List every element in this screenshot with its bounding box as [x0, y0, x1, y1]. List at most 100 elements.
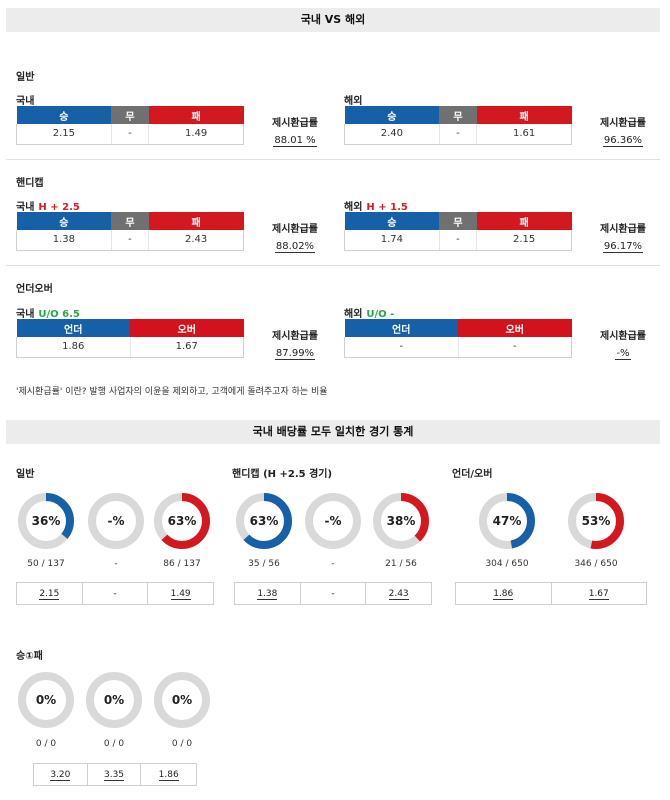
win-odds: 1.38 — [257, 588, 278, 600]
return-rate-label: 제시환급률 — [272, 224, 318, 235]
general-overseas-odds-table: 승 무 패 2.40 - 1.61 — [344, 106, 572, 145]
draw-odds: - — [113, 588, 117, 599]
stats-win1-odds-table: 3.20 3.35 1.86 — [33, 763, 197, 786]
donut-arc — [479, 493, 535, 549]
return-rate-value: -% — [615, 348, 631, 360]
donut-arc — [568, 493, 624, 549]
donut-track — [86, 672, 142, 728]
page-title: 국내 VS 해외 — [6, 8, 660, 32]
return-rate-label: 제시환급률 — [272, 118, 318, 129]
stats-overunder-over-donut: 53% — [566, 491, 626, 551]
handicap-tag: H + 1.5 — [366, 202, 408, 213]
loss-odds: 2.15 — [476, 230, 572, 251]
win-odds: 2.15 — [16, 124, 112, 145]
stats-win1-title: 승①패 — [16, 651, 43, 662]
return-rate-value: 88.02% — [274, 241, 316, 253]
loss-odds: 1.49 — [148, 124, 244, 145]
donut-track — [154, 672, 210, 728]
return-rate: 제시환급률 -% — [596, 327, 650, 360]
handicap-overseas-block: 해외 H + 1.5 승 무 패 1.74 - 2.15 제시환급률 96.17% — [344, 198, 664, 258]
overunder-domestic-odds-table: 언더 오버 1.86 1.67 — [16, 319, 244, 358]
draw-odds: - — [110, 230, 149, 251]
return-rate-label: 제시환급률 — [600, 118, 646, 129]
return-rate: 제시환급률 88.02% — [268, 220, 322, 253]
donut-percent: 47% — [492, 514, 522, 528]
donut-ring — [154, 672, 210, 728]
win-odds: 2.15 — [39, 588, 60, 600]
donut-ring — [479, 493, 535, 549]
donut-arc — [154, 493, 210, 549]
donut-percent: 0% — [35, 693, 57, 707]
stats-handicap-odds-table: 1.38 - 2.43 — [234, 582, 432, 605]
donut-count: 86 / 137 — [163, 559, 201, 569]
domestic-label: 국내 — [16, 309, 35, 320]
overseas-label: 해외 — [344, 202, 363, 213]
donut-arc — [236, 493, 292, 549]
overunder-tag: U/O - — [366, 309, 395, 320]
domestic-label: 국내 — [16, 96, 35, 107]
overunder-overseas-block: 해외 U/O - 언더 오버 - - 제시환급률 -% — [344, 305, 664, 365]
donut-ring — [86, 672, 142, 728]
donut-percent: 53% — [581, 514, 611, 528]
draw-header: 무 — [439, 212, 477, 230]
donut-percent: -% — [107, 514, 125, 528]
draw-odds: 3.35 — [103, 769, 125, 781]
return-rate-label: 제시환급률 — [600, 224, 646, 235]
win-odds: 1.74 — [344, 230, 440, 251]
loss-odds: 1.49 — [170, 588, 191, 600]
handicap-domestic-block: 국내 H + 2.5 승 무 패 1.38 - 2.43 제시환급률 88.02% — [16, 198, 336, 258]
win-odds: 3.20 — [50, 769, 71, 781]
donut-ring — [18, 493, 74, 549]
stats-overunder-odds-table: 1.86 1.67 — [455, 582, 647, 605]
over-header: 오버 — [458, 319, 572, 337]
general-domestic-block: 국내 승 무 패 2.15 - 1.49 제시환급률 88.01 % — [16, 92, 336, 152]
donut-count: 0 / 0 — [35, 739, 57, 749]
donut-track — [88, 493, 144, 549]
donut-percent: 63% — [167, 514, 197, 528]
donut-ring — [88, 493, 144, 549]
loss-odds: 2.43 — [148, 230, 244, 251]
overseas-label: 해외 — [344, 96, 363, 107]
draw-odds: - — [438, 230, 477, 251]
stats-overunder-title: 언더/오버 — [452, 469, 493, 480]
divider — [6, 265, 660, 266]
return-rate-value: 88.01 % — [273, 135, 317, 147]
return-rate-value: 87.99% — [274, 348, 316, 360]
divider — [6, 159, 660, 160]
under-odds: 1.86 — [493, 588, 514, 600]
donut-percent: 0% — [103, 693, 125, 707]
stats-general-win-donut: 36% — [16, 491, 76, 551]
over-header: 오버 — [130, 319, 244, 337]
stats-win1-draw-donut: 0% — [84, 670, 144, 730]
win-odds: 1.38 — [16, 230, 112, 251]
stats-win1-win-donut: 0% — [16, 670, 76, 730]
donut-count: 21 / 56 — [385, 559, 417, 569]
over-odds: 1.67 — [129, 337, 244, 358]
draw-header: 무 — [111, 106, 149, 124]
donut-ring — [568, 493, 624, 549]
loss-odds: 1.61 — [476, 124, 572, 145]
win-odds: 2.40 — [344, 124, 440, 145]
donut-percent: 36% — [31, 514, 61, 528]
donut-ring — [305, 493, 361, 549]
stats-header: 국내 배당률 모두 일치한 경기 통계 — [6, 420, 660, 444]
stats-general-loss-donut: 63% — [152, 491, 212, 551]
draw-odds: - — [110, 124, 149, 145]
overunder-overseas-odds-table: 언더 오버 - - — [344, 319, 572, 358]
donut-count: - — [331, 559, 335, 569]
return-rate-label: 제시환급률 — [600, 331, 646, 342]
section-handicap-label: 핸디캡 — [16, 178, 44, 189]
loss-odds: 1.86 — [158, 769, 179, 781]
donut-ring — [236, 493, 292, 549]
general-overseas-block: 해외 승 무 패 2.40 - 1.61 제시환급률 96.36% — [344, 92, 664, 152]
donut-percent: 38% — [386, 514, 416, 528]
loss-header: 패 — [476, 106, 572, 124]
section-general-label: 일반 — [16, 72, 35, 83]
donut-arc — [373, 493, 429, 549]
handicap-overseas-odds-table: 승 무 패 1.74 - 2.15 — [344, 212, 572, 251]
win-header: 승 — [344, 106, 440, 124]
return-rate-label: 제시환급률 — [272, 331, 318, 342]
under-header: 언더 — [16, 319, 130, 337]
stats-general-draw-donut: -% — [86, 491, 146, 551]
stats-general-odds-table: 2.15 - 1.49 — [16, 582, 214, 605]
